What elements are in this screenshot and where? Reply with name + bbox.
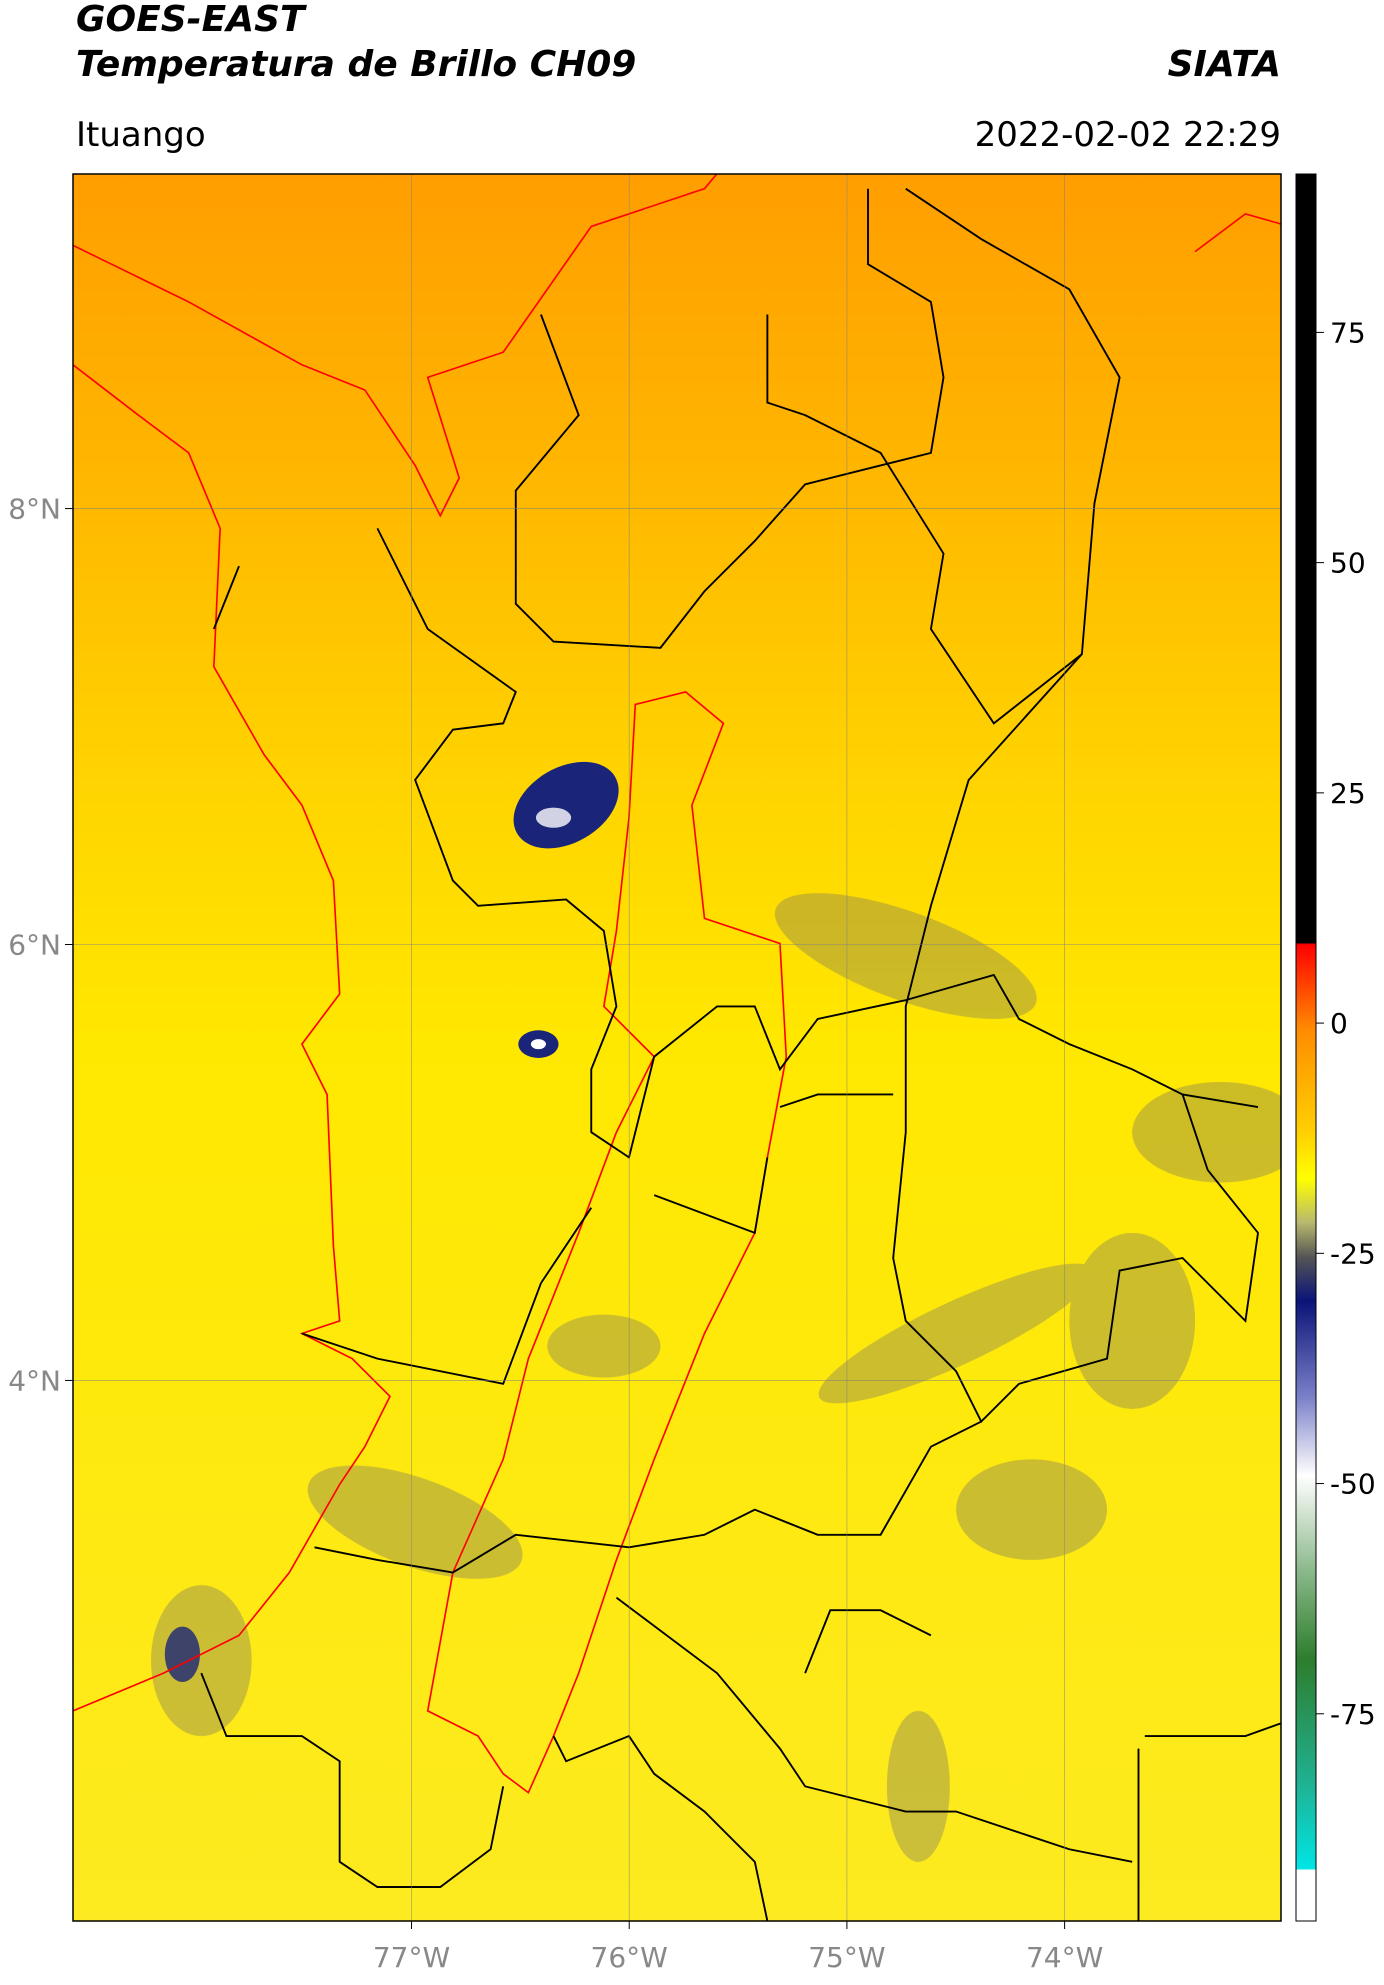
map-features — [73, 174, 1281, 1921]
colorbar-tick-label: 75 — [1330, 316, 1366, 349]
map-background — [73, 174, 1281, 1921]
grid — [73, 174, 1281, 1921]
colorbar-tick-label: 0 — [1330, 1007, 1348, 1040]
x-tick-label: 75°W — [808, 1941, 885, 1974]
x-tick-label: 74°W — [1026, 1941, 1103, 1974]
colorbar-tick-label: -75 — [1330, 1698, 1376, 1731]
timestamp: 2022-02-02 22:29 — [975, 115, 1281, 155]
y-tick-label: 6°N — [8, 929, 61, 962]
colorbar — [1295, 173, 1317, 1922]
map — [73, 174, 1281, 1921]
coastline — [73, 174, 1281, 1794]
source: SIATA — [1168, 44, 1281, 85]
x-tick-label: 76°W — [591, 1941, 668, 1974]
colorbar-tick-label: 50 — [1330, 547, 1366, 580]
x-tick-label: 77°W — [373, 1941, 450, 1974]
cold-cloud-tops — [164, 761, 619, 1682]
map-frame — [72, 173, 1282, 1922]
cloud-patches — [150, 893, 1281, 1862]
y-tick-label: 8°N — [8, 493, 61, 526]
title: GOES-EAST — [76, 0, 307, 40]
boundaries — [200, 187, 1281, 1921]
location: Ituango — [76, 115, 206, 155]
subtitle: Temperatura de Brillo CH09 — [76, 44, 636, 85]
colorbar-tick-label: 25 — [1330, 777, 1366, 810]
y-tick-label: 4°N — [8, 1364, 61, 1397]
colorbar-tick-label: -50 — [1330, 1468, 1376, 1501]
colorbar-tick-label: -25 — [1330, 1237, 1376, 1270]
